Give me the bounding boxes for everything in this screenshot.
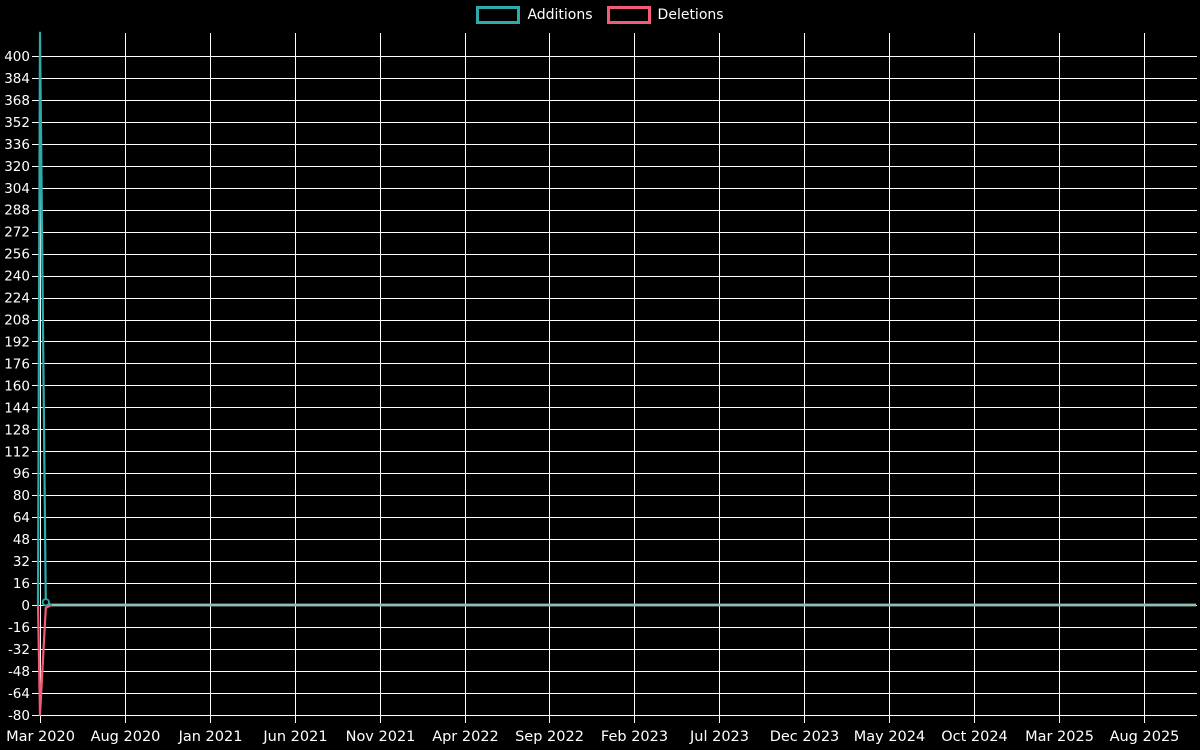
y-tick-label: 288 (4, 203, 30, 219)
y-tick-label: 144 (4, 400, 30, 416)
y-tick-label: 80 (13, 488, 30, 504)
x-tick-label: Feb 2023 (601, 729, 668, 745)
y-tick-label: 176 (4, 356, 30, 372)
x-tick-label: Jul 2023 (689, 729, 749, 745)
y-tick-label: 192 (4, 334, 30, 350)
x-tick-label: Apr 2022 (432, 729, 499, 745)
y-tick-label: 160 (4, 378, 30, 394)
y-tick-label: 112 (4, 444, 30, 460)
deletions-swatch-icon (606, 6, 651, 24)
y-tick-label: 272 (4, 225, 30, 241)
y-tick-label: 208 (4, 313, 30, 329)
legend-item-additions[interactable]: Additions (476, 6, 593, 24)
x-tick-label: May 2024 (854, 729, 926, 745)
y-tick-label: -16 (8, 620, 30, 636)
x-tick-label: Mar 2025 (1025, 729, 1094, 745)
legend-label-additions: Additions (527, 7, 593, 23)
y-tick-label: 96 (13, 466, 30, 482)
y-tick-label: 0 (21, 598, 30, 614)
x-tick-label: Mar 2020 (6, 729, 75, 745)
x-tick-label: Jan 2021 (178, 729, 243, 745)
x-tick-label: Jun 2021 (262, 729, 327, 745)
y-tick-label: 336 (4, 137, 30, 153)
x-tick-label: Aug 2020 (91, 729, 161, 745)
y-tick-label: 128 (4, 422, 30, 438)
additions-point-marker (41, 598, 50, 607)
deletions-line (36, 603, 1196, 716)
x-tick-label: Dec 2023 (770, 729, 840, 745)
y-tick-label: -32 (8, 642, 30, 658)
x-tick-label: Nov 2021 (346, 729, 416, 745)
x-tick-label: Sep 2022 (515, 729, 584, 745)
y-tick-label: -80 (8, 708, 30, 724)
y-tick-label: 384 (4, 71, 30, 87)
y-tick-label: 352 (4, 115, 30, 131)
legend-item-deletions[interactable]: Deletions (606, 6, 724, 24)
y-tick-label: 320 (4, 159, 30, 175)
x-tick-label: Aug 2025 (1110, 729, 1180, 745)
y-tick-label: 16 (13, 576, 30, 592)
y-tick-label: 304 (4, 181, 30, 197)
y-tick-label: 32 (13, 554, 30, 570)
y-tick-label: 64 (13, 510, 30, 526)
y-tick-label: 368 (4, 93, 30, 109)
chart-legend: Additions Deletions (0, 6, 1200, 24)
y-tick-label: 240 (4, 269, 30, 285)
x-tick-label: Oct 2024 (941, 729, 1008, 745)
y-tick-label: 48 (13, 532, 30, 548)
additions-swatch-icon (476, 6, 521, 24)
legend-label-deletions: Deletions (657, 7, 724, 23)
y-tick-label: -64 (8, 686, 30, 702)
y-tick-label: 256 (4, 247, 30, 263)
y-tick-label: 224 (4, 291, 30, 307)
y-tick-label: -48 (8, 664, 30, 680)
y-tick-label: 400 (4, 49, 30, 65)
